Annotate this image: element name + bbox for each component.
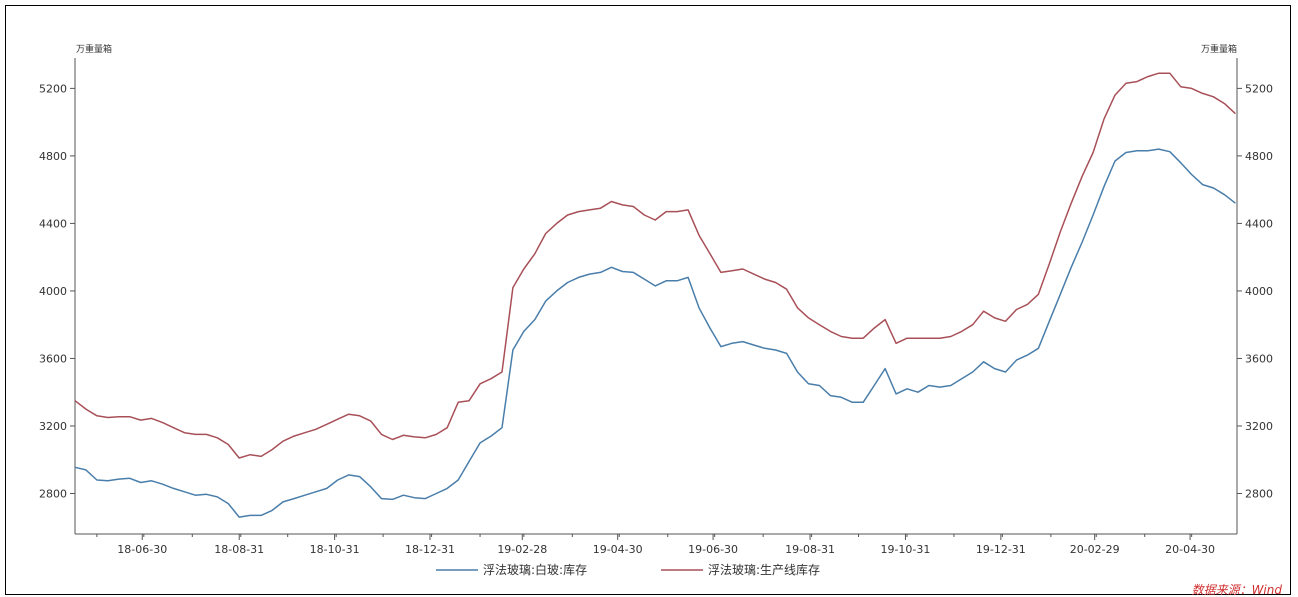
right-y-tick-label-4000: 4000 [1245,285,1273,298]
left-y-tick-label-3200: 3200 [39,420,67,433]
right-y-tick-label-4400: 4400 [1245,217,1273,230]
legend-label-baibo: 浮法玻璃:白玻:库存 [483,562,587,577]
left-y-tick-label-4000: 4000 [39,285,67,298]
y-ticks: 2800 2800 3200 3200 3600 3600 4000 4000 4400 4400… [39,82,1273,500]
x-tick-label-19-12-31: 19-12-31 [976,543,1026,556]
left-y-tick-label-4800: 4800 [39,150,67,163]
data-source: 数据来源：Wind [1192,583,1283,596]
line-chart: 万重量箱 万重量箱 2800 2800 3200 3200 3600 3600 4000 40… [39,43,1283,596]
x-tick-label-18-08-31: 18-08-31 [214,543,264,556]
x-tick-label-18-10-31: 18-10-31 [310,543,360,556]
left-y-tick-label-3600: 3600 [39,352,67,365]
x-tick-label-19-06-30: 19-06-30 [688,543,738,556]
x-tick-label-20-02-29: 20-02-29 [1070,543,1120,556]
right-y-tick-label-3600: 3600 [1245,352,1273,365]
right-y-tick-label-2800: 2800 [1245,487,1273,500]
series-line-baibo [74,148,1236,518]
left-y-tick-label-5200: 5200 [39,82,67,95]
legend: 浮法玻璃:白玻:库存 浮法玻璃:生产线库存 [436,562,820,577]
x-tick-label-19-08-31: 19-08-31 [785,543,835,556]
left-y-tick-label-2800: 2800 [39,487,67,500]
x-tick-label-20-04-30: 20-04-30 [1165,543,1215,556]
series-group [74,72,1236,518]
series-line-production [74,72,1236,459]
right-y-tick-label-5200: 5200 [1245,82,1273,95]
legend-label-production: 浮法玻璃:生产线库存 [708,562,820,577]
right-y-tick-label-3200: 3200 [1245,420,1273,433]
x-tick-label-18-06-30: 18-06-30 [117,543,167,556]
x-tick-label-18-12-31: 18-12-31 [405,543,455,556]
left-y-tick-label-4400: 4400 [39,217,67,230]
x-tick-label-19-02-28: 19-02-28 [497,543,547,556]
right-y-tick-label-4800: 4800 [1245,150,1273,163]
axes [74,58,1238,535]
left-axis-unit: 万重量箱 [76,43,112,55]
x-tick-label-19-10-31: 19-10-31 [880,543,930,556]
x-tick-label-19-04-30: 19-04-30 [593,543,643,556]
right-axis-unit: 万重量箱 [1201,43,1237,55]
x-ticks: 18-06-30 18-08-31 18-10-31 18-12-31 19-02-28… [96,534,1215,556]
chart-frame: 万重量箱 万重量箱 2800 2800 3200 3200 3600 3600 4000 40… [5,5,1291,596]
